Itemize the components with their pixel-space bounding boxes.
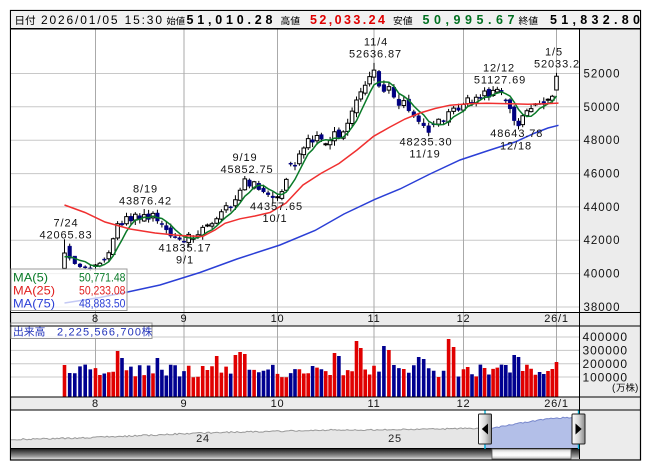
- svg-text:MA(5): MA(5): [13, 271, 48, 285]
- svg-text:50000: 50000: [584, 102, 621, 114]
- svg-text:8: 8: [92, 398, 99, 410]
- svg-text:10: 10: [271, 398, 285, 410]
- svg-text:12: 12: [457, 398, 471, 410]
- svg-text:40000: 40000: [584, 269, 621, 281]
- svg-text:25: 25: [388, 433, 402, 445]
- svg-text:2026/01/05 15:30: 2026/01/05 15:30: [41, 13, 162, 27]
- svg-text:9: 9: [181, 313, 188, 325]
- svg-text:41835.17: 41835.17: [158, 243, 211, 255]
- svg-text:42000: 42000: [584, 235, 621, 247]
- svg-text:26/1: 26/1: [544, 398, 569, 410]
- svg-text:42065.83: 42065.83: [39, 230, 92, 242]
- svg-text:24: 24: [196, 433, 210, 445]
- svg-text:50,233.08: 50,233.08: [79, 284, 126, 298]
- svg-text:8: 8: [92, 313, 99, 325]
- svg-text:200000: 200000: [583, 357, 628, 371]
- svg-text:11/19: 11/19: [409, 149, 440, 161]
- svg-text:11: 11: [367, 398, 380, 410]
- svg-text:11/4: 11/4: [364, 36, 388, 48]
- svg-text:8/19: 8/19: [133, 183, 158, 195]
- svg-text:9/1: 9/1: [176, 255, 194, 267]
- svg-text:10: 10: [271, 313, 285, 325]
- svg-text:51,010.28: 51,010.28: [187, 13, 273, 27]
- svg-text:MA(25): MA(25): [13, 284, 55, 298]
- svg-text:48235.30: 48235.30: [399, 137, 452, 149]
- svg-text:(: (: [612, 383, 616, 394]
- svg-text:): ): [635, 383, 638, 394]
- svg-text:48643.78: 48643.78: [490, 128, 543, 140]
- svg-text:43876.42: 43876.42: [119, 195, 172, 207]
- svg-text:44357.65: 44357.65: [250, 201, 303, 213]
- svg-text:1/5: 1/5: [545, 47, 563, 59]
- svg-text:52,033.24: 52,033.24: [310, 13, 385, 27]
- svg-text:46000: 46000: [584, 169, 621, 181]
- svg-text:10/1: 10/1: [262, 213, 287, 225]
- svg-text:2,225,566,700: 2,225,566,700: [57, 327, 141, 339]
- svg-text:48000: 48000: [584, 135, 621, 147]
- svg-text:50,995.67: 50,995.67: [423, 13, 515, 27]
- svg-text:52000: 52000: [584, 69, 621, 81]
- svg-text:44000: 44000: [584, 202, 621, 214]
- svg-text:45852.75: 45852.75: [220, 164, 273, 176]
- svg-text:12/12: 12/12: [483, 63, 515, 75]
- svg-text:52636.87: 52636.87: [349, 48, 402, 60]
- svg-text:9/19: 9/19: [232, 152, 257, 164]
- svg-text:52033.2: 52033.2: [534, 59, 580, 71]
- svg-text:51,832.80: 51,832.80: [550, 13, 640, 27]
- svg-text:400000: 400000: [583, 330, 628, 344]
- svg-text:11: 11: [367, 313, 380, 325]
- svg-text:48,883.50: 48,883.50: [79, 297, 126, 311]
- svg-text:50,771.48: 50,771.48: [79, 271, 126, 285]
- svg-text:51127.69: 51127.69: [474, 75, 526, 87]
- svg-text:26/1: 26/1: [544, 313, 569, 325]
- svg-text:38000: 38000: [584, 302, 621, 314]
- svg-text:12: 12: [457, 313, 471, 325]
- svg-text:MA(75): MA(75): [13, 297, 55, 311]
- svg-text:9: 9: [181, 398, 188, 410]
- svg-text:12/18: 12/18: [500, 141, 532, 153]
- svg-text:7/24: 7/24: [53, 218, 78, 230]
- svg-text:300000: 300000: [583, 344, 628, 358]
- svg-text:100000: 100000: [583, 370, 628, 384]
